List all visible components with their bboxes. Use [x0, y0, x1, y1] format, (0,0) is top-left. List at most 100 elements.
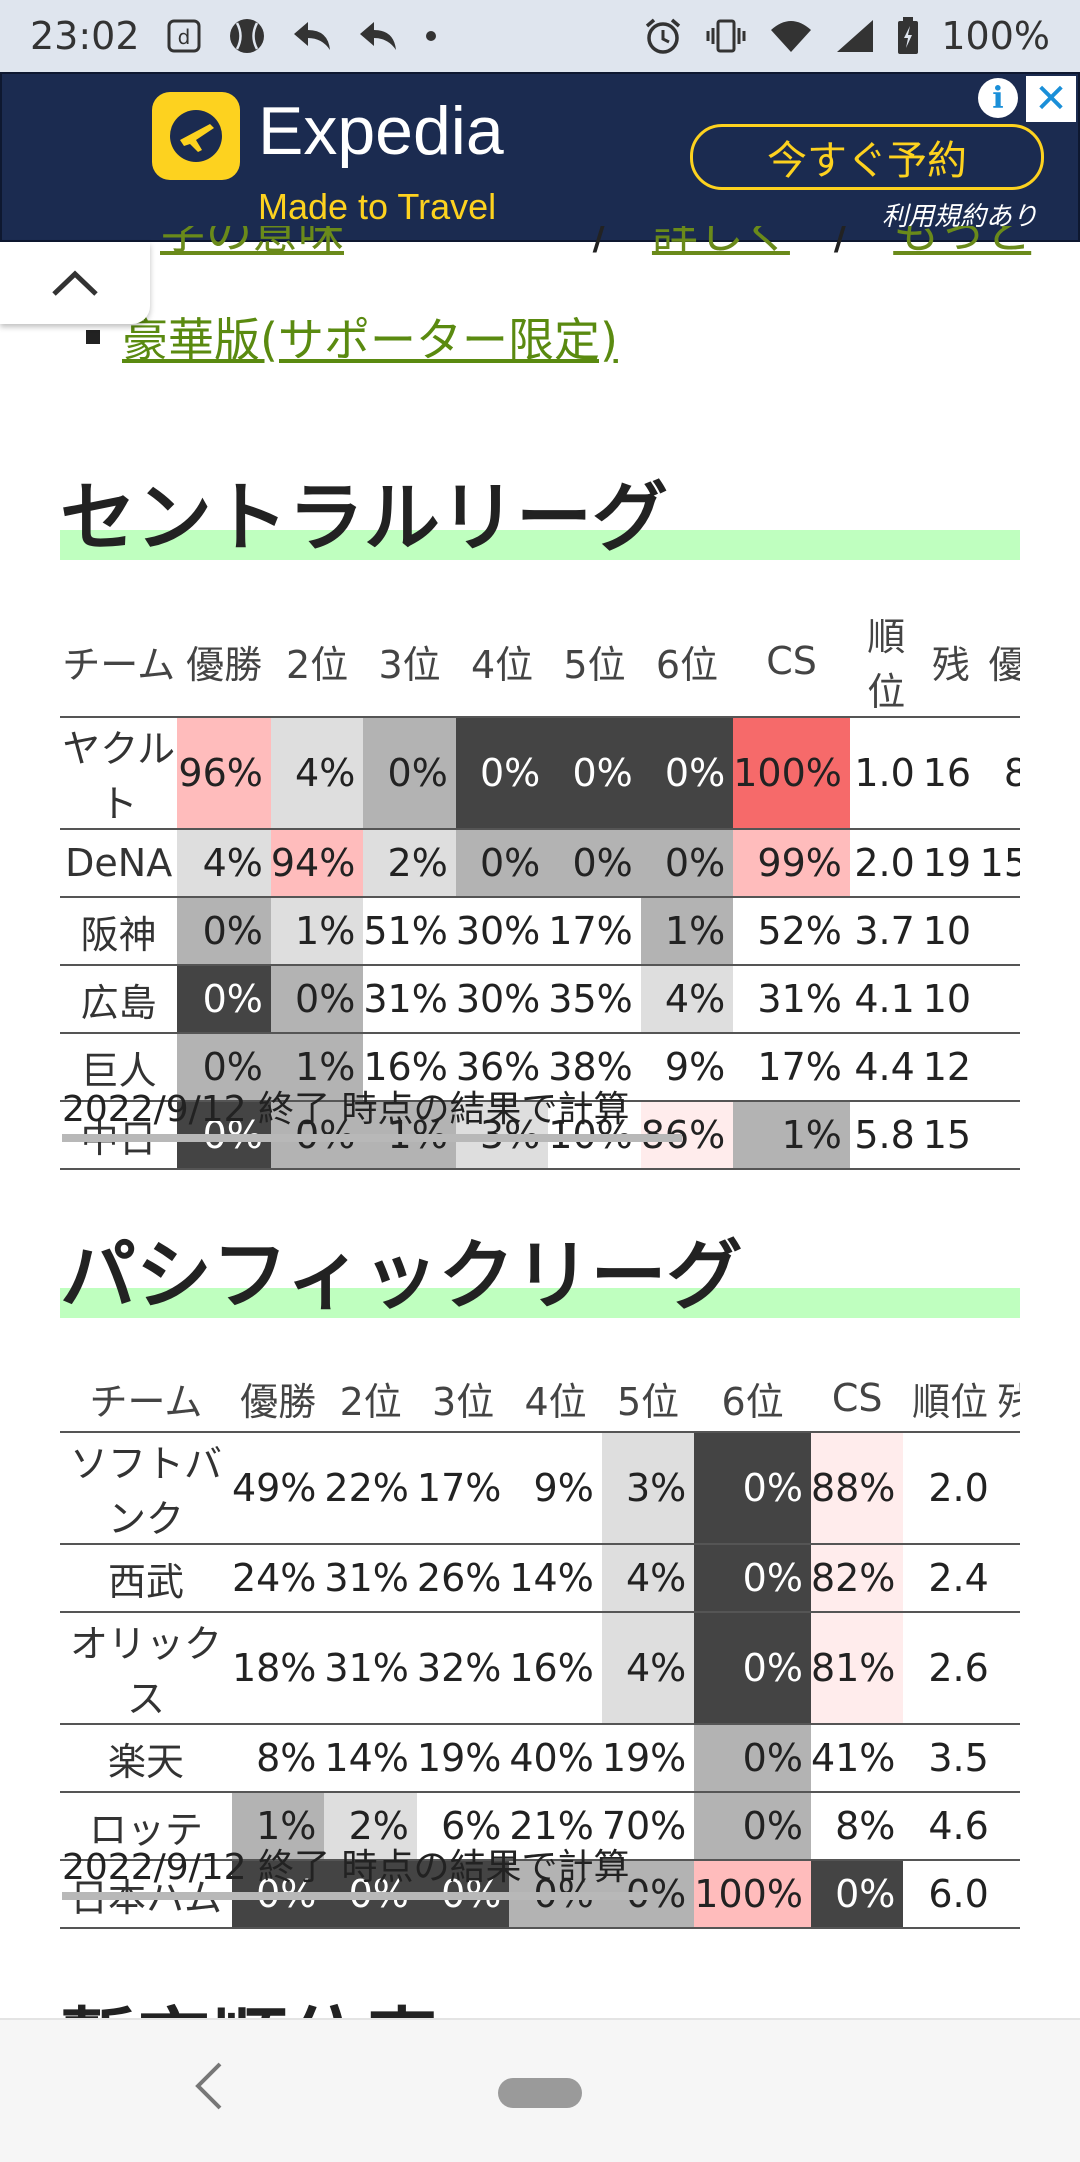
central-header-5: 5位 [563, 642, 626, 687]
central-header-9: 残 [931, 642, 970, 687]
chevron-left-icon [195, 2062, 222, 2110]
link-more[interactable]: もっと [893, 226, 1032, 259]
table-cell [996, 1724, 1020, 1793]
central-header-7: CS [766, 639, 817, 683]
table-cell: 3.7 [849, 897, 923, 966]
table-cell: 35% [548, 965, 641, 1034]
table-cell: 5.8 [849, 1101, 923, 1170]
central-header-0: チーム [62, 642, 176, 687]
table-cell: 4% [601, 1544, 695, 1613]
ad-info-icon[interactable]: i [978, 78, 1018, 118]
pacific-header-4: 4位 [524, 1379, 587, 1424]
dot-icon [424, 29, 438, 43]
pacific-header-1: 優勝 [240, 1379, 317, 1424]
central-header-8: 順位 [867, 615, 906, 714]
team-name: オリックス [60, 1612, 232, 1725]
central-header-6: 6位 [655, 642, 719, 687]
table-cell: 18% [231, 1612, 325, 1725]
central-header-4: 4位 [470, 642, 534, 687]
battery-percent: 100% [941, 14, 1050, 58]
signal-icon [835, 18, 875, 54]
link-separator: / [592, 226, 609, 259]
table-row: DeNA 4% 94% 2% 0% 0% 0% 99% 2.0 19 15 [60, 829, 1020, 898]
baseball-icon [228, 17, 266, 55]
table-row: 巨人 0% 1% 16% 36% 38% 9% 17% 4.4 12 [60, 1033, 1020, 1102]
table-cell: 1.0 [849, 716, 923, 830]
home-pill-button[interactable] [498, 2078, 582, 2108]
table-cell: 70% [601, 1792, 695, 1861]
table-cell: 0% [270, 965, 364, 1034]
table-cell: 40% [509, 1724, 602, 1793]
reply-icon [292, 18, 332, 54]
team-name: ロッテ [60, 1792, 232, 1861]
table-cell: 31% [363, 965, 456, 1034]
link-separator: / [833, 226, 850, 259]
back-button[interactable] [190, 2060, 226, 2116]
table-cell: 15 [979, 829, 1020, 898]
bullet-icon [86, 330, 100, 344]
next-section-title: 暫定順位表 [60, 1978, 960, 2018]
scroll-up-button[interactable] [0, 242, 150, 324]
footnote-underline [62, 1134, 682, 1142]
pacific-league-title: パシフィックリーグ [60, 1214, 1020, 1324]
table-cell: 16 [922, 716, 980, 830]
table-row: 阪神 0% 1% 51% 30% 17% 1% 52% 3.7 10 [60, 897, 1020, 966]
table-cell [979, 1101, 1020, 1170]
table-cell: 4% [270, 716, 364, 830]
table-cell: 49% [231, 1431, 325, 1545]
team-name: DeNA [60, 829, 178, 898]
table-row: 広島 0% 0% 31% 30% 35% 4% 31% 4.1 10 [60, 965, 1020, 1034]
table-cell [979, 1033, 1020, 1102]
table-cell: 51% [363, 897, 456, 966]
link-details[interactable]: 詳しく [651, 226, 790, 259]
table-cell: 0% [640, 829, 734, 898]
table-cell: 82% [810, 1544, 904, 1613]
chevron-up-icon [52, 270, 98, 296]
table-cell: 38% [548, 1033, 641, 1102]
table-cell: 19% [416, 1724, 510, 1793]
table-cell: 0% [363, 716, 456, 830]
table-cell: 2.0 [903, 1431, 997, 1545]
table-row: ソフトバンク 49% 22% 17% 9% 3% 0% 88% 2.0 [60, 1431, 1020, 1545]
pacific-header-7: CS [831, 1376, 883, 1420]
ad-tagline: Made to Travel [258, 186, 497, 227]
table-cell: 4.1 [849, 965, 923, 1034]
table-cell: 6.0 [903, 1860, 997, 1929]
central-league-title: セントラルリーグ [60, 456, 1020, 566]
table-cell: 0% [810, 1860, 904, 1929]
ad-brand: Expedia [258, 93, 504, 169]
table-cell: 2.0 [849, 829, 923, 898]
table-cell: 36% [455, 1033, 549, 1102]
table-cell: 4.6 [903, 1792, 997, 1861]
table-cell: 9% [640, 1033, 734, 1102]
table-cell [996, 1860, 1020, 1929]
team-name: 広島 [60, 965, 178, 1034]
table-cell: 19% [601, 1724, 695, 1793]
pacific-table-wrap[interactable]: チーム 優勝 2位 3位 4位 5位 6位 CS 順位残ソフトバンク 49% 22% 17% 9% 3% 0… [60, 1365, 1020, 1929]
table-cell: 1% [270, 1033, 364, 1102]
premium-link-item[interactable]: 豪華版(サポーター限定) [86, 304, 618, 370]
team-name: 西武 [60, 1544, 232, 1613]
table-cell: 0% [694, 1544, 811, 1613]
table-cell: 19 [922, 829, 980, 898]
table-cell: 3.5 [903, 1724, 997, 1793]
table-cell: 30% [455, 897, 549, 966]
pacific-header-5: 5位 [616, 1379, 680, 1424]
premium-link[interactable]: 豪華版(サポーター限定) [122, 313, 618, 367]
pacific-header-2: 2位 [339, 1379, 402, 1424]
table-cell: 31% [733, 965, 850, 1034]
vibrate-icon [705, 18, 747, 54]
table-cell: 100% [733, 716, 850, 830]
table-cell: 0% [694, 1431, 811, 1545]
pacific-header-9: 残 [997, 1379, 1020, 1424]
link-meaning[interactable]: 字の意味 [160, 226, 344, 259]
table-cell: 0% [640, 716, 734, 830]
table-cell: 1% [640, 897, 734, 966]
pacific-header-6: 6位 [721, 1379, 784, 1424]
table-cell: 30% [455, 965, 549, 1034]
central-header-3: 3位 [378, 642, 441, 687]
central-table-wrap[interactable]: チーム 優勝 2位 3位 4位 5位 6位 CS 順位残優ヤクルト 96% 4% 0% 0% 0% 0% 10… [60, 606, 1020, 1170]
ad-banner[interactable]: Expedia Made to Travel 今すぐ予約 利用規約あり i ✕ [0, 72, 1080, 242]
ad-book-now-button[interactable]: 今すぐ予約 [690, 124, 1044, 190]
ad-close-icon[interactable]: ✕ [1026, 76, 1076, 122]
